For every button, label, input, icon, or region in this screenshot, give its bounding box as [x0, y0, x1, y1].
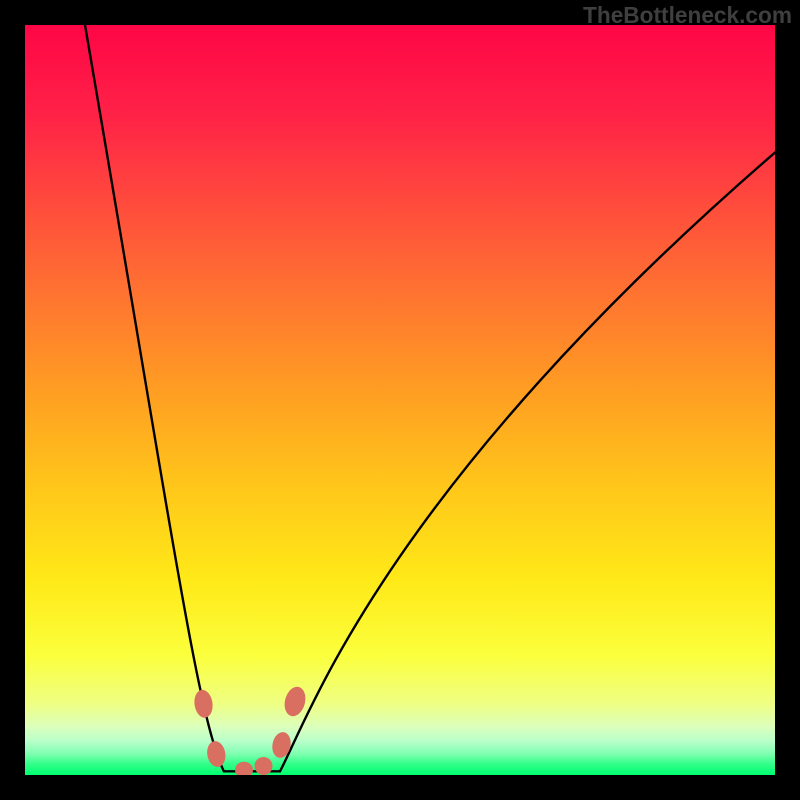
bottleneck-chart — [0, 0, 800, 800]
chart-background — [25, 25, 775, 775]
chart-stage: TheBottleneck.com — [0, 0, 800, 800]
